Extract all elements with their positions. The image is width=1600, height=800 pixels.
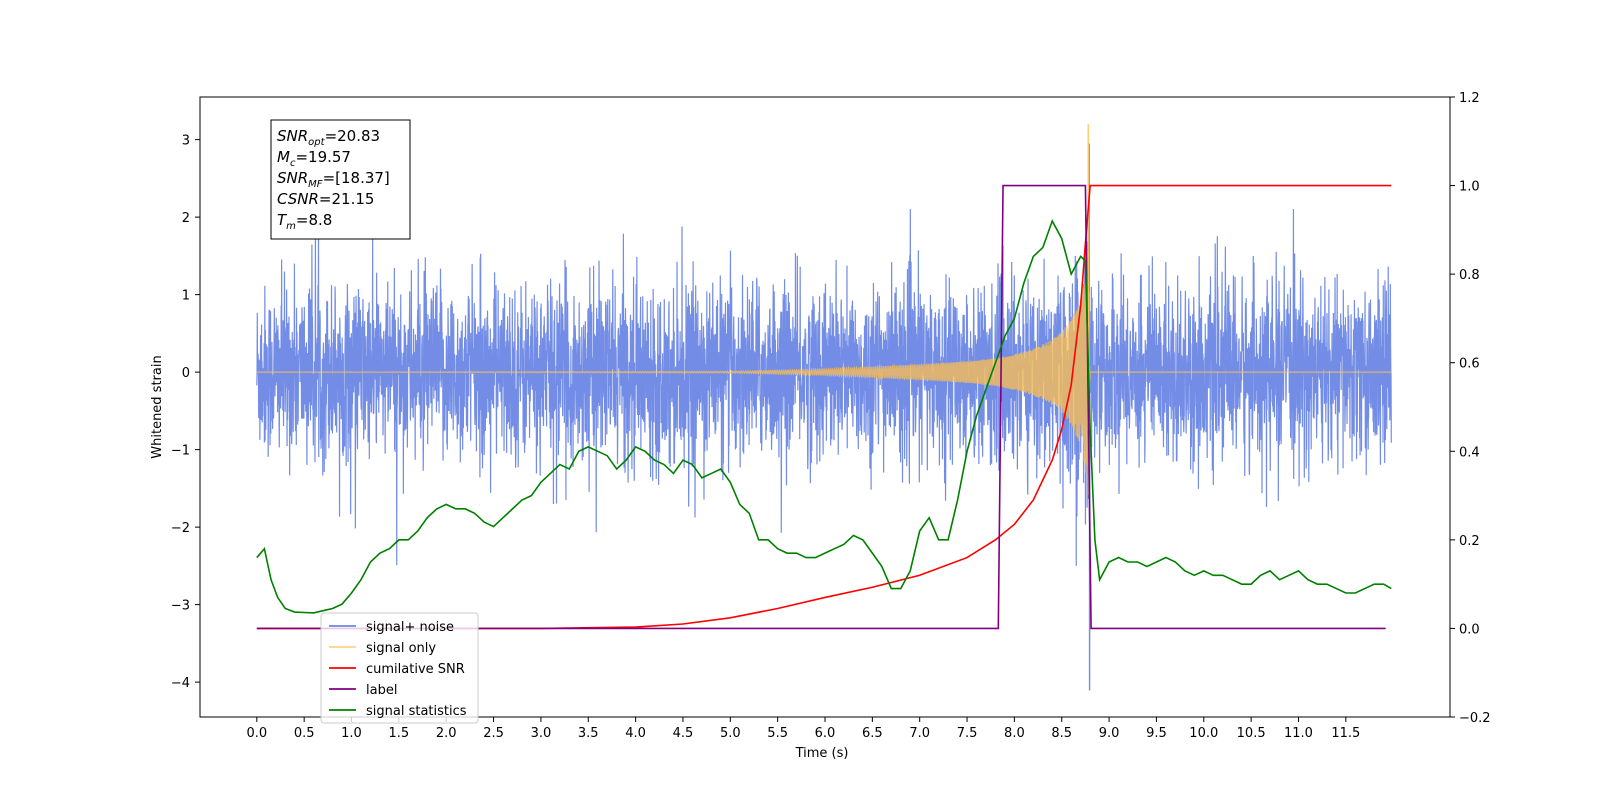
legend-entry-label: signal only: [366, 641, 436, 656]
x-tick-label: 4.0: [625, 726, 646, 741]
x-tick-label: 8.5: [1051, 726, 1072, 741]
x-tick-label: 3.5: [578, 726, 599, 741]
series-line-signal-statistics: [256, 219, 1392, 614]
y2-tick-label: −0.2: [1459, 711, 1491, 726]
x-tick-label: 2.5: [483, 726, 504, 741]
x-tick-label: 1.5: [389, 726, 410, 741]
y-tick-label: −4: [171, 676, 190, 691]
x-tick-label: 11.0: [1284, 726, 1313, 741]
series-line-signal-only: [256, 251, 1392, 495]
legend-entry-label: signal+ noise: [366, 620, 454, 635]
y-tick-label: 2: [182, 211, 190, 226]
legend-entry-label: cumilative SNR: [366, 662, 465, 677]
y2-tick-label: 0.2: [1459, 534, 1480, 549]
annotation-line: CSNR=21.15: [277, 190, 374, 208]
series-line-cumulative-snr: [256, 184, 1392, 630]
x-tick-label: 6.0: [815, 726, 836, 741]
y2-tick-label: 1.2: [1459, 91, 1480, 106]
metrics-annotation-box: SNRopt=20.83Mc=19.57SNRMF=[18.37]CSNR=21…: [270, 119, 411, 240]
y2-tick-label: 0.8: [1459, 268, 1480, 283]
x-axis-label: Time (s): [795, 746, 849, 761]
y2-tick-label: 0.0: [1459, 622, 1480, 637]
y-tick-label: 0: [182, 366, 190, 381]
x-tick-label: 5.0: [720, 726, 741, 741]
annotation-line: Tm=8.8: [277, 211, 332, 232]
y-tick-label: 1: [182, 289, 190, 304]
series-line-label: [256, 184, 1386, 630]
x-tick-label: 5.5: [767, 726, 788, 741]
y2-tick-label: 1.0: [1459, 180, 1480, 195]
y-tick-label: −2: [171, 521, 190, 536]
y-axis-label: Whitened strain: [150, 355, 165, 458]
x-tick-label: 1.0: [341, 726, 362, 741]
x-tick-label: 10.5: [1237, 726, 1266, 741]
y-tick-label: 3: [182, 134, 190, 149]
x-tick-label: 0.5: [294, 726, 315, 741]
x-tick-label: 9.5: [1146, 726, 1167, 741]
legend-frame: [320, 612, 479, 724]
annotation-line: Mc=19.57: [277, 148, 351, 169]
annotation-box-frame: [270, 119, 411, 240]
x-axis: 0.0 0.5 1.0 1.5 2.0 2.5 3.0 3.5 4.0 4.5 5.0 5.5 6.0 6…: [246, 717, 1360, 741]
x-tick-label: 9.0: [1099, 726, 1120, 741]
x-tick-label: 10.0: [1189, 726, 1218, 741]
annotation-line: SNRMF=[18.37]: [277, 169, 390, 190]
plot-area: [256, 124, 1392, 691]
legend: signal+ noise signal only cumilative SNR la…: [320, 612, 479, 724]
x-tick-label: 11.5: [1331, 726, 1360, 741]
x-tick-label: 0.0: [246, 726, 267, 741]
legend-entry-label: signal statistics: [366, 704, 467, 719]
x-tick-label: 6.5: [862, 726, 883, 741]
y-axis-left: 3 2 1 0 −1 −2 −3 −4: [171, 134, 200, 691]
x-tick-label: 7.0: [909, 726, 930, 741]
legend-entry-label: label: [366, 683, 397, 698]
y-tick-label: −3: [171, 599, 190, 614]
y2-tick-label: 0.4: [1459, 445, 1480, 460]
y-axis-right: 1.2 1.0 0.8 0.6 0.4 0.2 0.0 −0.2: [1450, 91, 1491, 726]
x-tick-label: 8.0: [1004, 726, 1025, 741]
y-tick-label: −1: [171, 444, 190, 459]
annotation-line: SNRopt=20.83: [277, 127, 380, 148]
y2-tick-label: 0.6: [1459, 357, 1480, 372]
x-tick-label: 3.0: [531, 726, 552, 741]
x-tick-label: 4.5: [673, 726, 694, 741]
series-line-signal-noise: [256, 143, 1392, 691]
x-tick-label: 2.0: [436, 726, 457, 741]
x-tick-label: 7.5: [957, 726, 978, 741]
